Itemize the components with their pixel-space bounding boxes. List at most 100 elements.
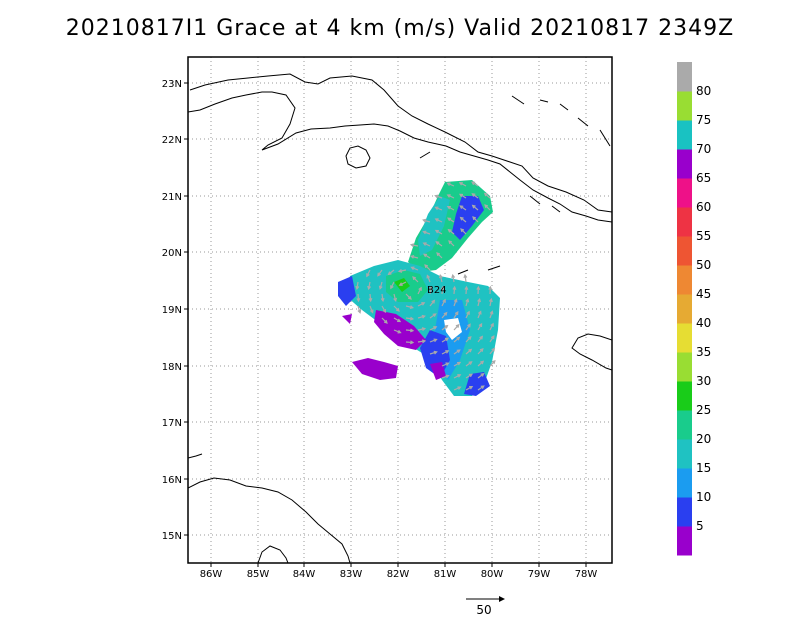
wind-vector-head (426, 274, 431, 279)
wind-vector-head (369, 309, 374, 314)
wind-vector-head (397, 318, 402, 323)
wind-vector-head (378, 285, 383, 290)
bahamas-islets (419, 95, 611, 213)
nicaragua-coastline (257, 545, 289, 563)
colorbar-label: 30 (696, 374, 711, 388)
reference-vector: 50 (466, 596, 505, 617)
wind-vector-head (407, 295, 412, 300)
wind-vector-head (446, 182, 451, 186)
wind-vector-head (395, 307, 400, 312)
colorbar-segment (677, 381, 692, 411)
wind-field-east-white-gap (444, 318, 462, 340)
lat-tick-label: 21N (162, 192, 182, 203)
wind-vector-head (428, 285, 433, 291)
wind-vector-head (464, 285, 469, 290)
wind-vector-head (382, 309, 387, 314)
wind-vector-head (432, 313, 437, 317)
wind-vector-head (465, 298, 470, 303)
wind-vector-head (410, 266, 415, 271)
colorbar-segment (677, 91, 692, 121)
colorbar-label: 25 (696, 403, 711, 417)
wind-vector-head (491, 360, 496, 364)
wind-vector-head (454, 311, 459, 316)
wind-vector-head (366, 273, 370, 278)
wind-field-southeast-blue (464, 372, 490, 396)
wind-field-south-purple-2 (430, 362, 446, 380)
isle-of-youth (345, 145, 371, 169)
lat-tick-label: 16N (162, 475, 182, 486)
wind-vector-head (471, 204, 476, 209)
colorbar-segment (677, 149, 692, 179)
colorbar-label: 75 (696, 113, 711, 127)
wind-vector-head (440, 285, 445, 291)
wind-vector-head (368, 297, 373, 303)
colorbar: 5 10 15 20 25 30 35 40 45 50 55 60 65 70 75 80 (677, 62, 711, 556)
wind-vector-head (466, 310, 470, 315)
lat-tick-label: 17N (162, 418, 182, 429)
wind-vector-head (480, 360, 485, 365)
colorbar-segment (677, 120, 692, 150)
wind-vector-head (397, 268, 403, 273)
wind-vector-head (457, 386, 462, 390)
wind-vector-head (443, 311, 448, 316)
wind-vector-head (467, 335, 472, 340)
wind-vector-head (434, 229, 439, 234)
wind-field-south-purple (352, 358, 398, 380)
wind-vector-head (422, 242, 427, 246)
lat-tick-label: 20N (162, 248, 182, 259)
lat-tick-label: 19N (162, 305, 182, 316)
longitude-axis: 86W 85W 84W 83W 82W 81W 80W 79W 78W (200, 563, 598, 580)
lat-tick-label: 23N (162, 79, 182, 90)
wind-vector-head (446, 206, 451, 210)
lon-tick-label: 83W (340, 569, 363, 580)
wind-vector-head (467, 323, 471, 328)
wind-vector-head (421, 314, 426, 319)
wind-vector-head (444, 337, 450, 342)
colorbar-label: 5 (696, 519, 704, 533)
wind-vector-head (409, 316, 415, 321)
wind-vector-head (456, 349, 461, 353)
wind-vector-head (390, 285, 394, 290)
wind-vector-head (489, 310, 494, 315)
colorbar-segment (677, 323, 692, 353)
cuba-south-coastline (188, 91, 612, 223)
wind-vector-head (424, 264, 429, 269)
wind-vectors (355, 181, 496, 391)
wind-vector-head (456, 336, 461, 341)
honduras-coastline (188, 477, 351, 563)
colorbar-segment (677, 439, 692, 469)
wind-vector-head (483, 192, 488, 197)
wind-vector-head (434, 218, 439, 222)
wind-vector-head (433, 338, 438, 343)
lon-tick-label: 78W (575, 569, 598, 580)
wind-vector-head (431, 299, 436, 304)
yucatan-coastline (188, 453, 203, 459)
wind-vector-head (447, 217, 452, 222)
wind-vector-head (455, 323, 460, 328)
wind-vector-head (477, 297, 481, 303)
wind-vector-head (355, 285, 360, 291)
colorbar-label: 35 (696, 345, 711, 359)
wind-vector-head (393, 297, 398, 303)
wind-vector-head (387, 271, 392, 276)
colorbar-segment (677, 468, 692, 498)
wind-vector-head (442, 298, 446, 303)
wind-vector-head (409, 328, 415, 333)
wind-vector-head (421, 327, 427, 332)
colorbar-segment (677, 410, 692, 440)
colorbar-segment (677, 207, 692, 237)
wind-vector-head (471, 193, 476, 197)
wind-field-north-edge (418, 196, 450, 256)
colorbar-label: 45 (696, 287, 711, 301)
lon-tick-label: 81W (434, 569, 457, 580)
wind-vector-head (459, 205, 464, 209)
wind-vector-head (422, 230, 427, 235)
wind-vector-head (448, 240, 453, 245)
wind-vector-head (457, 361, 462, 366)
coastlines (188, 73, 612, 563)
wind-vector-head (447, 228, 452, 233)
colorbar-label: 50 (696, 258, 711, 272)
lat-tick-label: 15N (162, 531, 182, 542)
